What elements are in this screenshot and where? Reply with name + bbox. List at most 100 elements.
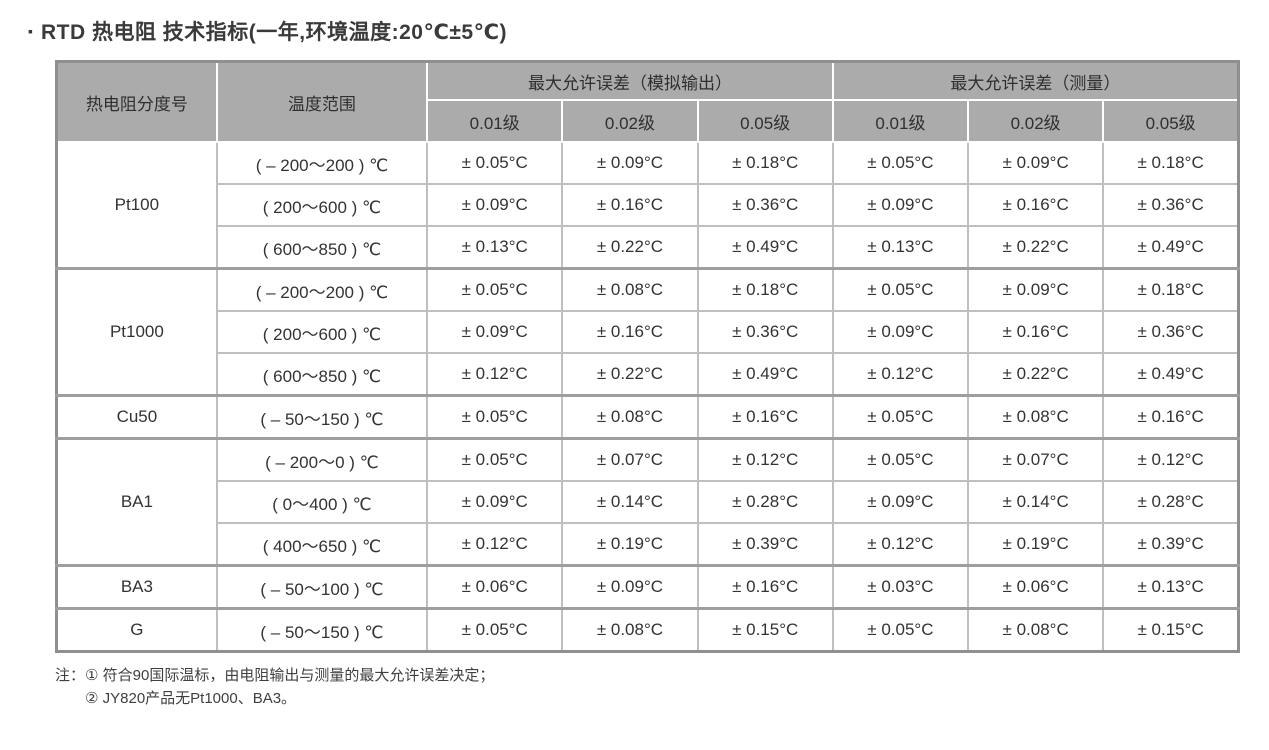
cell-error-value: ± 0.09°C xyxy=(561,141,699,185)
cell-error-value: ± 0.09°C xyxy=(426,310,564,354)
cell-error-value: ± 0.16°C xyxy=(696,394,834,440)
cell-error-value: ± 0.05°C xyxy=(831,437,970,482)
header-group-analog: 最大允许误差（模拟输出） xyxy=(426,60,834,101)
table-row: ( 200～600 ) ℃ ± 0.09°C ± 0.16°C ± 0.36°C… xyxy=(57,183,1240,227)
cell-error-value: ± 0.18°C xyxy=(696,141,834,185)
cell-error-value: ± 0.16°C xyxy=(1102,394,1240,440)
cell-error-value: ± 0.09°C xyxy=(967,141,1105,185)
footnotes: 注： ① 符合90国际温标，由电阻输出与测量的最大允许误差决定； ② JY820… xyxy=(55,665,1269,710)
cell-error-value: ± 0.18°C xyxy=(1102,141,1240,185)
cell-error-value: ± 0.12°C xyxy=(426,522,564,567)
cell-temp-range: ( 0～400 ) ℃ xyxy=(215,480,429,524)
cell-error-value: ± 0.05°C xyxy=(831,394,970,440)
cell-error-value: ± 0.07°C xyxy=(967,437,1105,482)
cell-error-value: ± 0.05°C xyxy=(426,394,564,440)
table-row: Pt1000 ( – 200～200 ) ℃ ± 0.05°C ± 0.08°C… xyxy=(55,267,1240,397)
header-temp-range: 温度范围 xyxy=(215,60,429,143)
cell-resistance-type: Pt100 xyxy=(55,141,218,270)
cell-error-value: ± 0.12°C xyxy=(426,352,564,397)
cell-error-value: ± 0.36°C xyxy=(696,183,834,227)
footnote-line: ② JY820产品无Pt1000、BA3。 xyxy=(85,689,297,707)
cell-error-value: ± 0.22°C xyxy=(561,225,699,270)
cell-error-value: ± 0.36°C xyxy=(1102,310,1240,354)
cell-temp-range: ( – 50～150 ) ℃ xyxy=(215,394,429,440)
cell-error-value: ± 0.19°C xyxy=(561,522,699,567)
cell-error-value: ± 0.05°C xyxy=(831,267,970,312)
header-group-measure: 最大允许误差（测量） xyxy=(831,60,1240,101)
cell-error-value: ± 0.12°C xyxy=(696,437,834,482)
cell-error-value: ± 0.16°C xyxy=(967,183,1105,227)
cell-error-value: ± 0.05°C xyxy=(426,607,564,653)
cell-error-value: ± 0.49°C xyxy=(1102,225,1240,270)
cell-temp-range: ( 600～850 ) ℃ xyxy=(215,352,429,397)
cell-error-value: ± 0.14°C xyxy=(967,480,1105,524)
cell-error-value: ± 0.16°C xyxy=(561,310,699,354)
cell-error-value: ± 0.39°C xyxy=(1102,522,1240,567)
bullet-icon: ▪ xyxy=(28,23,33,39)
cell-error-value: ± 0.08°C xyxy=(561,267,699,312)
cell-error-value: ± 0.08°C xyxy=(967,394,1105,440)
header-resistance-type: 热电阻分度号 xyxy=(55,60,218,143)
cell-error-value: ± 0.05°C xyxy=(426,267,564,312)
cell-error-value: ± 0.05°C xyxy=(426,141,564,185)
cell-error-value: ± 0.39°C xyxy=(696,522,834,567)
cell-error-value: ± 0.08°C xyxy=(561,607,699,653)
cell-error-value: ± 0.16°C xyxy=(561,183,699,227)
cell-error-value: ± 0.12°C xyxy=(1102,437,1240,482)
table-row: ( 600～850 ) ℃ ± 0.13°C ± 0.22°C ± 0.49°C… xyxy=(57,225,1240,270)
page-title: RTD 热电阻 技术指标(一年,环境温度:20℃±5℃) xyxy=(40,21,508,44)
footnote-label: 注： xyxy=(55,667,86,684)
table-row: ( 600～850 ) ℃ ± 0.12°C ± 0.22°C ± 0.49°C… xyxy=(57,352,1240,397)
cell-error-value: ± 0.28°C xyxy=(696,480,834,524)
cell-error-value: ± 0.16°C xyxy=(696,564,834,610)
cell-error-value: ± 0.09°C xyxy=(426,183,564,227)
cell-error-value: ± 0.08°C xyxy=(967,607,1105,653)
cell-error-value: ± 0.06°C xyxy=(426,564,564,610)
cell-error-value: ± 0.09°C xyxy=(831,183,970,227)
table-row: BA1 ( – 200～0 ) ℃ ± 0.05°C ± 0.07°C ± 0.… xyxy=(55,437,1240,567)
cell-error-value: ± 0.07°C xyxy=(561,437,699,482)
table-row: G ( – 50～150 ) ℃ ± 0.05°C ± 0.08°C ± 0.1… xyxy=(55,607,1240,653)
cell-error-value: ± 0.15°C xyxy=(1102,607,1240,653)
cell-temp-range: ( 400～650 ) ℃ xyxy=(215,522,429,567)
header-analog-class-002: 0.02级 xyxy=(561,99,699,143)
cell-error-value: ± 0.13°C xyxy=(831,225,970,270)
cell-error-value: ± 0.14°C xyxy=(561,480,699,524)
cell-error-value: ± 0.09°C xyxy=(831,480,970,524)
table-row: Cu50 ( – 50～150 ) ℃ ± 0.05°C ± 0.08°C ± … xyxy=(55,394,1240,440)
cell-error-value: ± 0.15°C xyxy=(696,607,834,653)
cell-error-value: ± 0.18°C xyxy=(1102,267,1240,312)
cell-resistance-type: G xyxy=(55,607,218,653)
cell-error-value: ± 0.19°C xyxy=(967,522,1105,567)
cell-error-value: ± 0.12°C xyxy=(831,522,970,567)
header-analog-class-001: 0.01级 xyxy=(426,99,564,143)
header-analog-class-005: 0.05级 xyxy=(696,99,834,143)
rtd-spec-table: 热电阻分度号 温度范围 最大允许误差（模拟输出） 最大允许误差（测量） 0.01… xyxy=(55,60,1240,653)
cell-error-value: ± 0.09°C xyxy=(426,480,564,524)
header-measure-class-001: 0.01级 xyxy=(831,99,970,143)
cell-temp-range: ( – 200～0 ) ℃ xyxy=(215,437,429,482)
header-measure-class-002: 0.02级 xyxy=(967,99,1105,143)
table-row: BA3 ( – 50～100 ) ℃ ± 0.06°C ± 0.09°C ± 0… xyxy=(55,564,1240,610)
cell-error-value: ± 0.22°C xyxy=(967,352,1105,397)
cell-error-value: ± 0.06°C xyxy=(967,564,1105,610)
cell-error-value: ± 0.05°C xyxy=(831,141,970,185)
table-row: Pt100 ( – 200～200 ) ℃ ± 0.05°C ± 0.09°C … xyxy=(55,141,1240,270)
header-measure-class-005: 0.05级 xyxy=(1102,99,1240,143)
cell-temp-range: ( – 200～200 ) ℃ xyxy=(215,267,429,312)
cell-error-value: ± 0.12°C xyxy=(831,352,970,397)
cell-error-value: ± 0.09°C xyxy=(831,310,970,354)
cell-error-value: ± 0.36°C xyxy=(696,310,834,354)
cell-error-value: ± 0.28°C xyxy=(1102,480,1240,524)
table-header: 热电阻分度号 温度范围 最大允许误差（模拟输出） 最大允许误差（测量） 0.01… xyxy=(55,60,1240,143)
title-row: ▪ RTD 热电阻 技术指标(一年,环境温度:20℃±5℃) xyxy=(28,16,1269,46)
cell-temp-range: ( 200～600 ) ℃ xyxy=(215,183,429,227)
cell-error-value: ± 0.05°C xyxy=(426,437,564,482)
cell-error-value: ± 0.49°C xyxy=(696,352,834,397)
cell-error-value: ± 0.18°C xyxy=(696,267,834,312)
cell-error-value: ± 0.13°C xyxy=(426,225,564,270)
cell-error-value: ± 0.08°C xyxy=(561,394,699,440)
footnote-line: ① 符合90国际温标，由电阻输出与测量的最大允许误差决定； xyxy=(85,667,495,684)
cell-error-value: ± 0.36°C xyxy=(1102,183,1240,227)
